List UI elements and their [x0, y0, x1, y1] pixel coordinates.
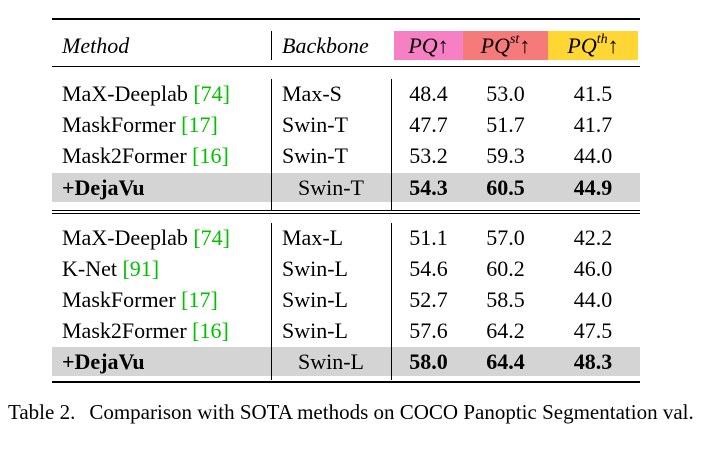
method-header: Method: [62, 33, 130, 58]
method-cell: +DejaVu: [62, 349, 145, 374]
highlight-row: +DejaVu Swin-L 58.0 64.4 48.3: [52, 347, 640, 376]
pq-cell: 48.4: [409, 81, 448, 106]
pq-th-header: PQth↑: [567, 31, 619, 58]
pq-cell: 54.6: [409, 256, 448, 281]
citation-link[interactable]: [16]: [192, 318, 229, 343]
group-rule: [52, 210, 640, 211]
group-rule: [52, 213, 640, 214]
table-row: MaX-Deeplab [74] Max-S 48.4 53.0 41.5: [52, 79, 640, 108]
pq-st-cell: 57.0: [486, 225, 525, 250]
pq-th-cell: 41.7: [573, 112, 613, 137]
pq-th-cell: 46.0: [573, 256, 613, 281]
top-rule: [52, 18, 640, 20]
method-cell: Mask2Former [16]: [62, 143, 229, 168]
pq-cell: 58.0: [409, 349, 448, 374]
table-row: Mask2Former [16] Swin-L 57.6 64.2 47.5: [52, 316, 640, 345]
table-row: MaskFormer [17] Swin-L 52.7 58.5 44.0: [52, 285, 640, 314]
header-row: Method Backbone PQ↑ PQst↑ PQth↑: [52, 31, 640, 60]
pq-header-bg: [394, 31, 463, 60]
citation-link[interactable]: [16]: [192, 143, 229, 168]
table-row: Mask2Former [16] Swin-T 53.2 59.3 44.0: [52, 141, 640, 170]
pq-cell: 54.3: [409, 175, 448, 200]
citation-link[interactable]: [74]: [193, 81, 230, 106]
pq-th-cell: 44.0: [573, 143, 613, 168]
caption-label: Table 2.: [8, 400, 76, 424]
pq-st-cell: 64.4: [486, 349, 525, 374]
pq-st-cell: 64.2: [486, 318, 525, 343]
backbone-cell: Swin-T: [282, 143, 348, 168]
table-row: MaX-Deeplab [74] Max-L 51.1 57.0 42.2: [52, 223, 640, 252]
pq-th-header-bg: [548, 31, 638, 60]
bottom-rule: [52, 381, 640, 383]
table-row: K-Net [91] Swin-L 54.6 60.2 46.0: [52, 254, 640, 283]
table-row: MaskFormer [17] Swin-T 47.7 51.7 41.7: [52, 110, 640, 139]
pq-th-cell: 48.3: [573, 349, 613, 374]
pq-th-cell: 42.2: [573, 225, 613, 250]
pq-st-cell: 58.5: [486, 287, 525, 312]
method-cell: MaskFormer [17]: [62, 112, 218, 137]
pq-th-cell: 47.5: [573, 318, 613, 343]
pq-header: PQ↑: [408, 33, 449, 58]
method-cell: MaskFormer [17]: [62, 287, 218, 312]
citation-link[interactable]: [17]: [181, 112, 218, 137]
table-caption: Table 2. Comparison with SOTA methods on …: [8, 397, 698, 428]
pq-th-cell: 44.0: [573, 287, 613, 312]
method-cell: K-Net [91]: [62, 256, 160, 281]
pq-st-header: PQst↑: [480, 31, 531, 58]
citation-link[interactable]: [17]: [181, 287, 218, 312]
column-divider: [271, 79, 272, 210]
pq-cell: 47.7: [409, 112, 448, 137]
header-rule: [52, 66, 640, 67]
citation-link[interactable]: [74]: [193, 225, 230, 250]
pq-th-cell: 41.5: [573, 81, 613, 106]
pq-th-cell: 44.9: [573, 175, 613, 200]
pq-st-cell: 60.2: [486, 256, 525, 281]
caption-text: Comparison with SOTA methods on COCO Pan…: [89, 400, 694, 424]
backbone-header: Backbone: [282, 33, 369, 58]
backbone-cell: Swin-L: [282, 256, 348, 281]
backbone-cell: Swin-L: [298, 349, 364, 374]
pq-cell: 51.1: [409, 225, 448, 250]
pq-cell: 52.7: [409, 287, 448, 312]
method-cell: MaX-Deeplab [74]: [62, 225, 230, 250]
pq-st-cell: 51.7: [486, 112, 525, 137]
pq-cell: 53.2: [409, 143, 448, 168]
citation-link[interactable]: [91]: [122, 256, 160, 281]
column-divider: [391, 79, 392, 210]
pq-st-cell: 60.5: [486, 175, 525, 200]
method-cell: +DejaVu: [62, 175, 145, 200]
highlight-row: +DejaVu Swin-T 54.3 60.5 44.9: [52, 173, 640, 202]
column-divider: [271, 31, 272, 60]
backbone-cell: Swin-T: [298, 175, 364, 200]
method-cell: MaX-Deeplab [74]: [62, 81, 230, 106]
pq-cell: 57.6: [409, 318, 448, 343]
method-cell: Mask2Former [16]: [62, 318, 229, 343]
backbone-cell: Max-L: [282, 225, 344, 250]
backbone-cell: Max-S: [282, 81, 342, 106]
column-divider: [391, 223, 392, 380]
backbone-cell: Swin-L: [282, 318, 348, 343]
pq-st-cell: 59.3: [486, 143, 525, 168]
backbone-cell: Swin-T: [282, 112, 348, 137]
pq-st-cell: 53.0: [486, 81, 525, 106]
column-divider: [271, 223, 272, 380]
backbone-cell: Swin-L: [282, 287, 348, 312]
pq-st-header-bg: [463, 31, 548, 60]
